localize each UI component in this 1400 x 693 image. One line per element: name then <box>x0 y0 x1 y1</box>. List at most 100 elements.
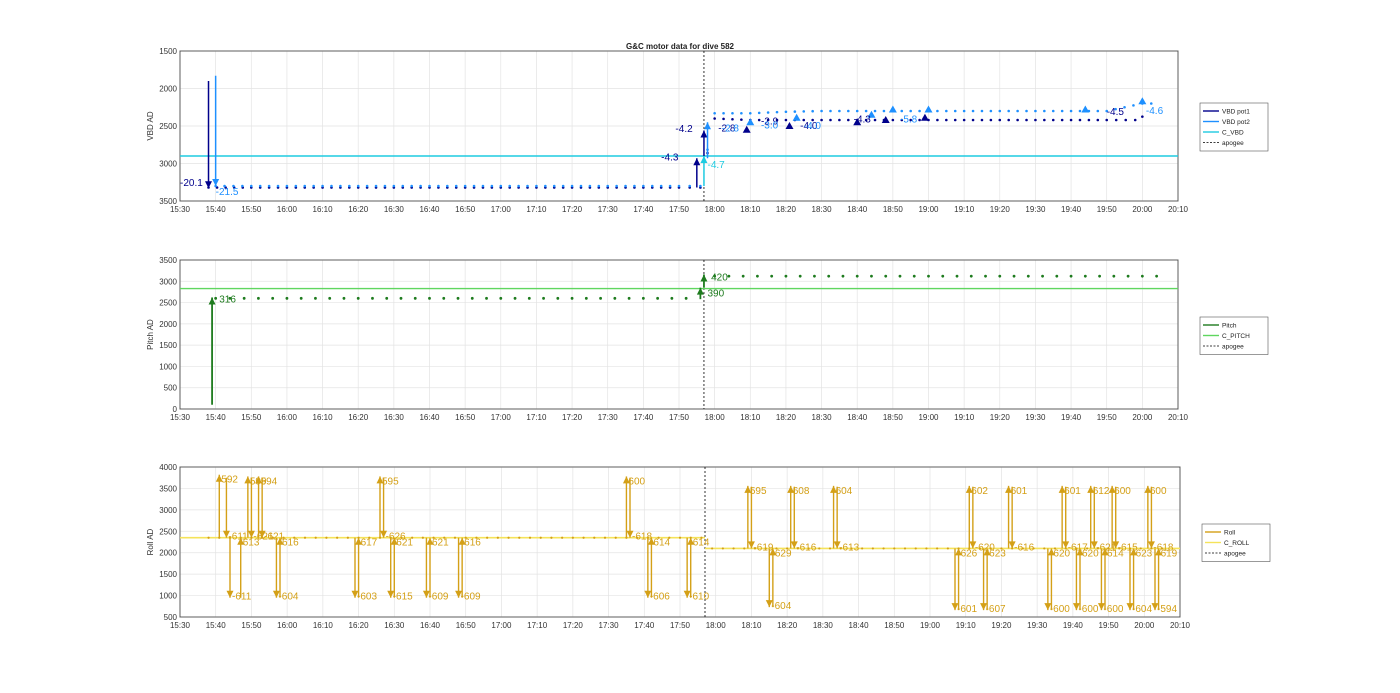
data-label: -21.5 <box>216 187 239 198</box>
pot2-point <box>276 184 280 188</box>
roll-point <box>668 536 671 539</box>
data-label: -626 <box>386 532 406 543</box>
pot1-point <box>838 118 841 122</box>
pot2-point <box>472 184 476 188</box>
legend-label: C_PITCH <box>1222 333 1250 340</box>
pot2-point <box>597 184 601 188</box>
x-tick-label: 19:30 <box>1027 621 1048 630</box>
arrow-head <box>255 476 263 484</box>
pot2-point <box>766 111 770 114</box>
pot2-point <box>321 184 324 188</box>
pot2-point <box>731 111 734 115</box>
arrow-head <box>387 590 395 598</box>
pot2-point <box>688 184 691 188</box>
data-label: 316 <box>219 295 236 306</box>
pitch-point <box>399 296 403 300</box>
x-tick-label: 17:20 <box>563 621 584 630</box>
data-label: -2.8 <box>722 123 740 134</box>
pot2-point <box>294 184 298 188</box>
x-tick-label: 16:40 <box>419 205 440 214</box>
data-label: -615 <box>1118 542 1138 553</box>
arrow-head <box>222 530 230 538</box>
data-label: -619 <box>753 542 773 553</box>
arrow-head <box>355 537 363 545</box>
pitch-point <box>428 296 431 300</box>
x-tick-label: 16:20 <box>348 413 369 422</box>
roll-point <box>796 547 799 550</box>
pot1-point <box>740 118 743 121</box>
data-label: 600 <box>1114 486 1131 497</box>
y-tick-label: 1500 <box>159 341 177 350</box>
pitch-point <box>556 296 560 300</box>
data-label: 616 <box>464 538 481 549</box>
x-tick-label: 19:40 <box>1063 621 1084 630</box>
pot1-point <box>1016 118 1019 122</box>
pitch-point <box>884 274 888 278</box>
pot1-point <box>891 118 895 122</box>
pitch-point <box>941 274 945 278</box>
legend-label: apogee <box>1224 551 1246 558</box>
arrow-head <box>205 181 213 189</box>
vbd-marker <box>742 125 751 133</box>
arrow-head <box>626 530 634 538</box>
data-label: -617 <box>1068 542 1088 553</box>
pitch-point <box>684 296 688 300</box>
data-label: -618 <box>1153 542 1173 553</box>
pitch-point <box>385 296 389 300</box>
roll-point <box>828 547 832 550</box>
data-label: -4.7 <box>708 160 726 171</box>
roll-point <box>1096 547 1099 550</box>
x-tick-label: 16:20 <box>348 205 369 214</box>
plot-frame <box>179 259 1179 410</box>
pitch-point <box>798 274 802 278</box>
pot2-point <box>383 184 387 188</box>
y-tick-label: 3000 <box>159 160 177 169</box>
pot1-point <box>962 118 966 122</box>
arrow-head <box>1087 485 1095 493</box>
roll-point <box>603 536 607 539</box>
pot2-point <box>855 109 859 113</box>
data-label: -621 <box>264 532 284 543</box>
data-label: -600 <box>1078 604 1098 615</box>
roll-point <box>346 536 349 539</box>
pitch-point <box>969 274 973 278</box>
vbd-marker <box>924 105 933 113</box>
roll-point <box>303 536 307 539</box>
arrow-head <box>276 537 284 545</box>
pot1-point <box>1069 118 1073 122</box>
arrow-head <box>1047 548 1055 556</box>
x-tick-label: 18:50 <box>884 621 905 630</box>
arrow-head <box>765 600 773 608</box>
pot1-point <box>1133 118 1137 122</box>
x-tick-label: 20:10 <box>1168 413 1189 422</box>
arrow-head <box>226 590 234 598</box>
pitch-point <box>442 296 446 300</box>
x-tick-label: 18:30 <box>812 413 833 422</box>
roll-point <box>786 547 789 550</box>
arrow-head <box>647 537 655 545</box>
x-tick-label: 17:40 <box>634 621 655 630</box>
roll-point <box>271 536 274 539</box>
pot2-point <box>561 184 565 188</box>
pot2-point <box>784 110 788 114</box>
pot1-point <box>731 117 734 121</box>
roll-point <box>453 536 457 539</box>
pitch-point <box>1083 274 1087 278</box>
pot2-point <box>642 184 645 188</box>
x-tick-label: 18:20 <box>776 205 797 214</box>
arrow-head <box>272 590 280 598</box>
x-tick-label: 19:40 <box>1061 413 1082 422</box>
pitch-point <box>1098 274 1101 278</box>
pitch-point <box>1012 274 1016 278</box>
roll-point <box>861 547 864 550</box>
x-tick-label: 19:20 <box>990 413 1011 422</box>
x-tick-label: 18:20 <box>776 413 797 422</box>
vbd-marker <box>1138 97 1147 105</box>
data-label: 617 <box>361 538 378 549</box>
x-tick-label: 17:40 <box>633 413 654 422</box>
data-label: 612 <box>1093 486 1110 497</box>
roll-point <box>882 547 885 550</box>
pot2-point <box>980 109 984 113</box>
pot2-point <box>757 111 761 115</box>
x-tick-label: 16:10 <box>313 621 334 630</box>
